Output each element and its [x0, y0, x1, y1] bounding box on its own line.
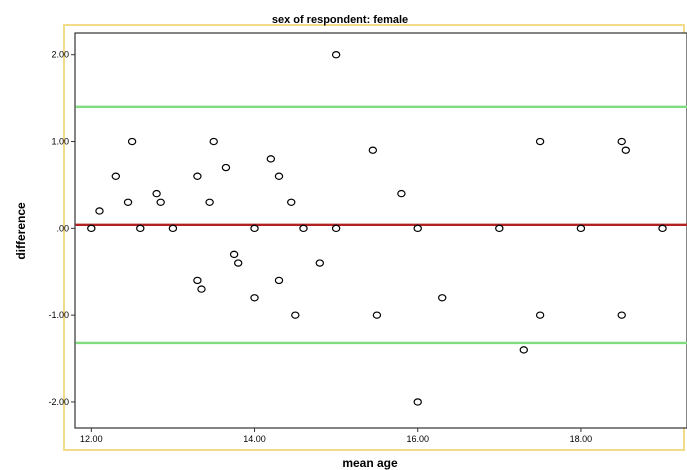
data-point-36	[535, 137, 545, 146]
data-point-12	[205, 198, 214, 206]
data-point-32	[413, 398, 422, 406]
y-tick-label-0: 2.00	[51, 50, 69, 60]
x-axis-label: mean age	[342, 456, 398, 470]
data-point-33	[438, 294, 447, 302]
y-tick-label-3: -1.00	[48, 310, 69, 320]
data-point-31	[413, 224, 422, 233]
data-point-3	[123, 198, 133, 206]
data-point-16	[233, 259, 243, 267]
x-axis-ticks: 12.00 14.00 16.00 18.00	[80, 428, 592, 444]
x-tick-label-1: 14.00	[243, 434, 266, 444]
data-point-10	[193, 276, 202, 285]
data-point-15	[229, 250, 239, 259]
data-point-9	[193, 172, 202, 180]
data-point-7	[156, 198, 165, 206]
data-points	[87, 51, 667, 406]
data-point-22	[287, 198, 296, 206]
y-tick-label-1: 1.00	[51, 137, 69, 147]
data-point-27	[331, 224, 341, 233]
data-point-21	[274, 276, 284, 285]
data-point-13	[209, 137, 218, 146]
data-point-40	[617, 311, 626, 319]
data-point-11	[197, 285, 206, 293]
data-point-8	[168, 224, 178, 233]
reference-lines	[75, 105, 687, 345]
data-point-19	[266, 155, 276, 163]
data-point-29	[372, 311, 382, 319]
data-point-38	[576, 224, 586, 233]
data-point-37	[535, 311, 545, 319]
data-point-26	[331, 51, 341, 59]
data-point-41	[621, 146, 631, 154]
data-point-6	[152, 189, 161, 198]
y-axis-ticks: 2.00 1.00 .00 -1.00 -2.00	[48, 50, 75, 407]
data-point-0	[87, 224, 96, 233]
data-point-28	[368, 146, 378, 154]
data-point-34	[495, 224, 504, 233]
x-tick-label-0: 12.00	[80, 434, 103, 444]
data-point-25	[315, 259, 324, 267]
chart-title: sex of respondent: female	[272, 14, 408, 26]
data-point-39	[617, 137, 626, 146]
data-point-23	[291, 311, 300, 319]
data-point-42	[658, 224, 667, 233]
data-point-1	[95, 207, 104, 215]
data-point-20	[274, 172, 284, 180]
data-point-14	[221, 163, 231, 172]
y-tick-label-4: -2.00	[48, 397, 69, 407]
data-point-18	[250, 294, 259, 302]
x-tick-label-2: 16.00	[406, 434, 429, 444]
data-point-5	[136, 224, 145, 233]
data-point-17	[250, 224, 259, 233]
data-point-4	[127, 137, 137, 146]
x-tick-label-3: 18.00	[570, 434, 593, 444]
y-tick-label-2: .00	[56, 223, 69, 233]
data-point-30	[397, 189, 406, 198]
data-point-2	[111, 172, 121, 180]
data-point-24	[299, 224, 308, 233]
plot-area	[74, 32, 687, 429]
y-axis-label: difference	[14, 202, 28, 260]
data-point-35	[519, 346, 529, 354]
